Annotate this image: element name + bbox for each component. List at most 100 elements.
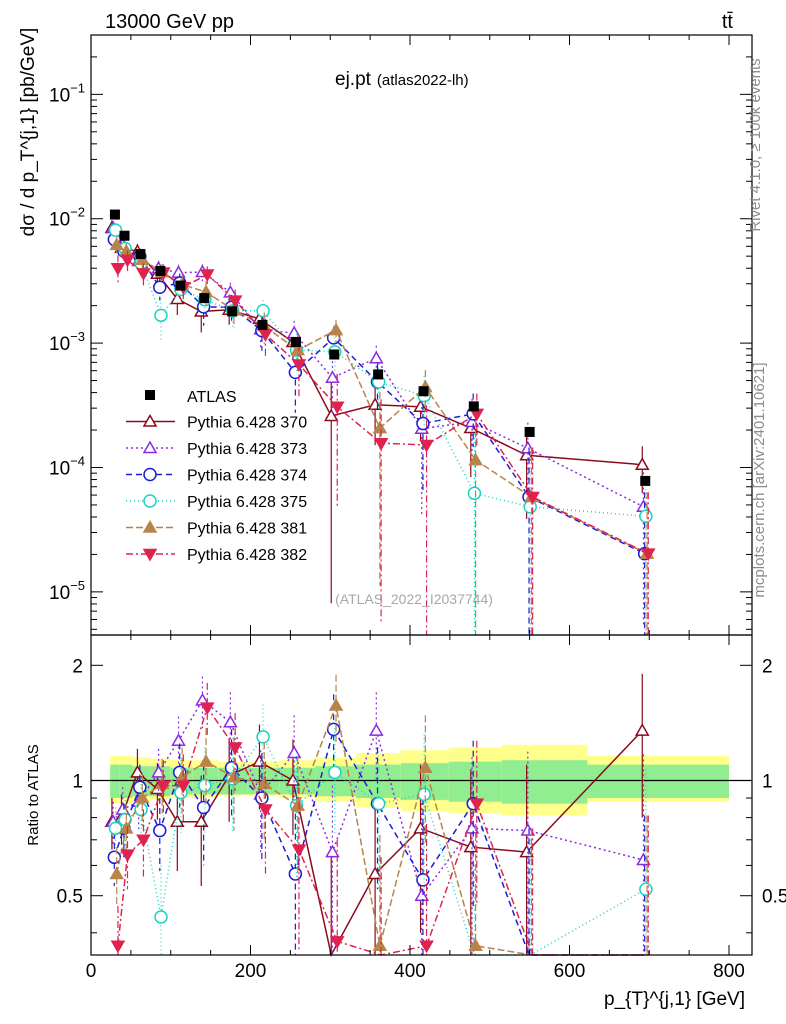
- ratio-point: [468, 938, 483, 952]
- main-point: [227, 295, 243, 309]
- series-s373: [105, 220, 651, 955]
- main-point: [325, 370, 340, 384]
- data-point: [257, 319, 268, 330]
- main-point: [199, 269, 215, 282]
- plot-title-main: ej.pt: [335, 69, 372, 90]
- legend-label-s375: Pythia 6.428 375: [187, 494, 307, 511]
- main-point: [369, 350, 384, 364]
- data-point: [329, 349, 340, 360]
- ratio-point: [256, 776, 272, 790]
- ratio-point: [134, 802, 148, 817]
- ratio-point: [115, 801, 130, 815]
- main-point: [120, 254, 135, 268]
- plot-frames: [90, 34, 753, 956]
- rivet-label: Rivet 4.1.0, ≥ 100k events: [747, 58, 764, 231]
- ratio-point: [419, 940, 434, 954]
- y-tick-label-exponent: −4: [70, 453, 85, 468]
- ratio-point: [328, 698, 344, 711]
- ratio-point: [134, 790, 150, 804]
- legend-label-s374: Pythia 6.428 374: [187, 468, 307, 485]
- band-inner: [587, 764, 729, 799]
- legend-marker-atlas: [145, 390, 155, 400]
- ratio-point: [171, 733, 186, 747]
- ratio-point: [256, 730, 270, 744]
- data-point: [135, 249, 146, 260]
- ratio-point: [291, 844, 307, 858]
- ratio-point: [198, 778, 212, 793]
- x-tick-label: 600: [554, 961, 586, 982]
- main-point: [290, 342, 306, 356]
- ratio-tick-label-right: 0.5: [762, 887, 786, 908]
- ratio-point: [154, 910, 168, 924]
- data-point: [524, 426, 535, 437]
- ratio-point: [120, 849, 135, 863]
- data-point: [418, 386, 429, 397]
- data-point: [290, 337, 301, 348]
- legend-marker-s381: [142, 519, 158, 533]
- main-point: [640, 548, 656, 562]
- ratio-point: [325, 844, 340, 858]
- ratio-frame: [90, 634, 753, 956]
- x-tick-label: 0: [86, 961, 97, 982]
- ratio-tick-label-right: 2: [762, 656, 773, 677]
- ratio-point: [634, 723, 650, 736]
- ratio-tick-label-left: 2: [72, 656, 83, 677]
- data-point: [227, 306, 238, 317]
- ratio-tick-label-left: 0.5: [57, 887, 83, 908]
- main-point: [323, 408, 339, 422]
- legend-label-s382: Pythia 6.428 382: [187, 547, 307, 564]
- y-tick-label: 10−1: [49, 80, 85, 106]
- main-point: [639, 509, 653, 523]
- plot-title: ej.pt (atlas2022-lh): [335, 69, 469, 90]
- ratio-point: [119, 820, 134, 834]
- data-points: [109, 209, 651, 486]
- legend-label-s373: Pythia 6.428 373: [187, 441, 307, 458]
- energy-label: 13000 GeV pp: [105, 11, 234, 33]
- ratio-point: [371, 796, 386, 811]
- ratio-point: [199, 702, 215, 716]
- y-tick-label-base: 10: [49, 458, 70, 479]
- series-s382: [110, 250, 656, 956]
- main-point: [634, 457, 650, 470]
- ratio-point: [156, 780, 171, 794]
- main-point: [419, 439, 434, 453]
- mcplots-label: mcplots.cern.ch [arXiv:2401.10621]: [751, 362, 768, 597]
- legend-label-atlas: ATLAS: [187, 389, 237, 406]
- main-point: [170, 291, 185, 305]
- legend-label-s381: Pythia 6.428 381: [187, 521, 307, 538]
- legend-marker-s373: [142, 440, 158, 454]
- ratio-point: [469, 798, 485, 812]
- ratio-point: [133, 780, 147, 795]
- main-point: [467, 486, 482, 501]
- band-inner: [110, 764, 120, 799]
- main-frame: [90, 34, 753, 636]
- ratio-point: [196, 800, 211, 815]
- main-point: [373, 437, 389, 451]
- data-point: [109, 209, 120, 220]
- legend-marker-s374: [143, 467, 157, 482]
- main-point: [171, 265, 186, 278]
- ratio-point: [417, 787, 431, 802]
- legend-marker-s375: [143, 494, 157, 508]
- ratio-point: [372, 938, 388, 952]
- ratio-point: [153, 823, 167, 838]
- ratio-point: [414, 888, 430, 901]
- y-tick-label: 10−3: [49, 329, 85, 355]
- ratio-point: [107, 850, 122, 865]
- ratio-point: [328, 765, 342, 780]
- main-point: [519, 447, 534, 461]
- main-point: [468, 452, 483, 466]
- ratio-point: [286, 745, 302, 759]
- y-tick-label-base: 10: [49, 583, 70, 604]
- ratio-point: [418, 760, 433, 773]
- y-axis-label-main-text: dσ / d p_T^{j,1} [pb/GeV]: [18, 28, 39, 237]
- y-axis-label-main: dσ / d p_T^{j,1} [pb/GeV]: [18, 28, 39, 237]
- legend-marker-s370: [142, 413, 158, 427]
- ratio-tick-label-left: 1: [72, 772, 83, 793]
- series-s370: [104, 220, 650, 958]
- ratio-point: [329, 936, 345, 949]
- y-tick-label-exponent: −2: [70, 205, 85, 220]
- data-point: [640, 475, 651, 486]
- main-point: [153, 280, 167, 295]
- ratio-point: [109, 866, 125, 880]
